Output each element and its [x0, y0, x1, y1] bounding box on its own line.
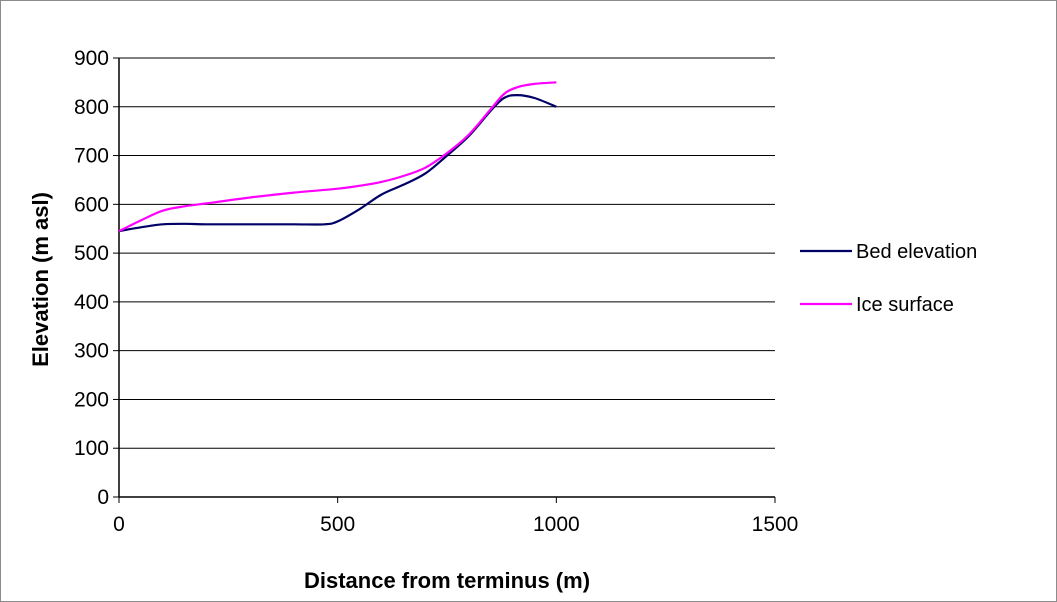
y-tick-label: 100 — [74, 437, 109, 460]
y-tick-label: 300 — [74, 340, 109, 363]
y-tick-label: 900 — [74, 47, 109, 70]
y-tick-label: 500 — [74, 242, 109, 265]
x-tick-label: 1000 — [533, 513, 580, 536]
x-tick-label: 500 — [320, 513, 355, 536]
tick-labels: 0 100 200 300 400 500 600 700 800 900 0 500 1000 1500 — [74, 47, 798, 536]
x-tick-label: 1500 — [752, 513, 799, 536]
x-tick-label: 0 — [113, 513, 125, 536]
y-axis-title: Elevation (m asl) — [28, 192, 53, 367]
x-axis-title: Distance from terminus (m) — [304, 568, 590, 593]
y-tick-label: 800 — [74, 96, 109, 119]
legend-label-bed-elevation: Bed elevation — [856, 241, 977, 263]
y-tick-label: 0 — [97, 486, 109, 509]
legend-label-ice-surface: Ice surface — [856, 294, 954, 316]
y-tick-label: 400 — [74, 291, 109, 314]
axes — [118, 58, 775, 498]
series-line-bed-elevation — [118, 93, 557, 233]
series-line-ice-surface — [118, 81, 557, 233]
gridlines — [113, 57, 776, 503]
legend: Bed elevation Ice surface — [800, 241, 977, 316]
y-tick-label: 700 — [74, 145, 109, 168]
y-tick-label: 200 — [74, 388, 109, 411]
y-tick-label: 600 — [74, 193, 109, 216]
series-lines — [118, 81, 557, 233]
